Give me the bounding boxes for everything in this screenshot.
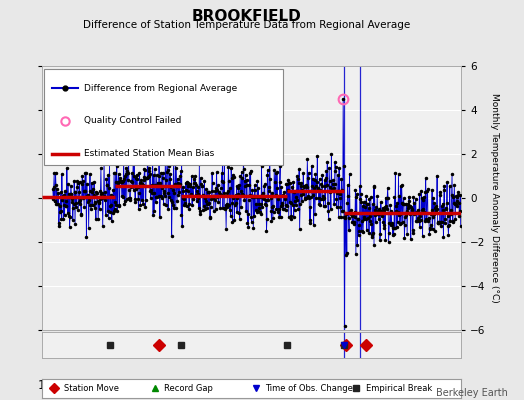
Text: BROOKFIELD: BROOKFIELD (191, 9, 301, 24)
Y-axis label: Monthly Temperature Anomaly Difference (°C): Monthly Temperature Anomaly Difference (… (490, 93, 499, 303)
FancyBboxPatch shape (44, 69, 283, 165)
Text: Quality Control Failed: Quality Control Failed (84, 116, 181, 125)
Text: Difference from Regional Average: Difference from Regional Average (84, 84, 237, 93)
Text: Time of Obs. Change: Time of Obs. Change (265, 384, 353, 393)
Text: Difference of Station Temperature Data from Regional Average: Difference of Station Temperature Data f… (83, 20, 410, 30)
Text: Record Gap: Record Gap (165, 384, 213, 393)
Text: Berkeley Earth: Berkeley Earth (436, 388, 508, 398)
Text: Station Move: Station Move (64, 384, 119, 393)
Text: Estimated Station Mean Bias: Estimated Station Mean Bias (84, 149, 214, 158)
Text: Empirical Break: Empirical Break (366, 384, 432, 393)
